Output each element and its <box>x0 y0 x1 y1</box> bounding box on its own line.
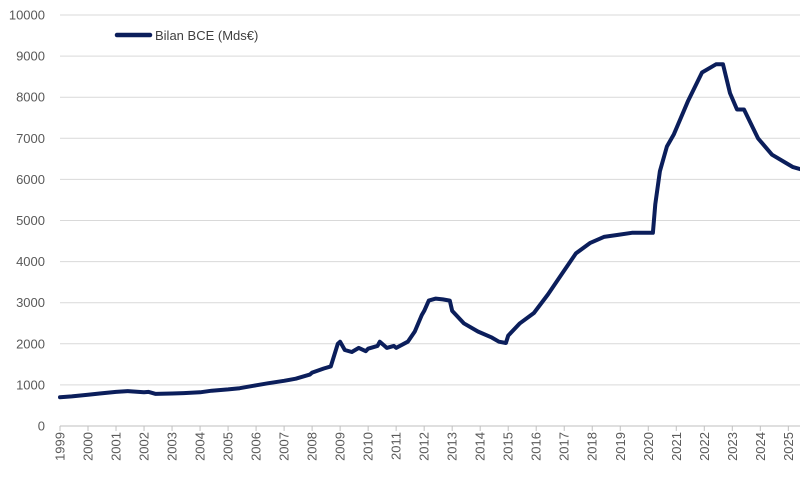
y-tick-label: 5000 <box>16 213 45 228</box>
x-tick-label: 2006 <box>249 432 264 461</box>
x-tick-label: 2001 <box>109 432 124 461</box>
x-tick-label: 2024 <box>753 432 768 461</box>
x-tick-label: 2015 <box>501 432 516 461</box>
y-tick-label: 10000 <box>9 8 45 23</box>
x-tick-label: 2023 <box>725 432 740 461</box>
y-tick-label: 4000 <box>16 254 45 269</box>
x-tick-label: 2002 <box>137 432 152 461</box>
x-tick-label: 2025 <box>781 432 796 461</box>
x-tick-label: 2004 <box>193 432 208 461</box>
y-tick-label: 2000 <box>16 336 45 351</box>
x-tick-label: 2018 <box>585 432 600 461</box>
y-axis-ticks: 0 1000 2000 3000 4000 5000 6000 7000 8000 9000 100… <box>9 8 45 434</box>
x-tick-label: 2022 <box>697 432 712 461</box>
x-tick-label: 2011 <box>389 432 404 460</box>
x-tick-label: 2003 <box>165 432 180 461</box>
series-line <box>58 62 800 400</box>
x-tick-label: 2010 <box>361 432 376 461</box>
x-tick-label: 2008 <box>305 432 320 461</box>
y-tick-label: 9000 <box>16 49 45 64</box>
y-tick-label: 8000 <box>16 90 45 105</box>
x-tick-label: 2014 <box>473 432 488 461</box>
x-axis-ticks: 1999 2000 2001 2002 2003 2004 2005 2006 2007 2008… <box>53 426 796 461</box>
x-tick-label: 2012 <box>417 432 432 461</box>
gridlines <box>60 14 800 427</box>
x-tick-label: 2019 <box>613 432 628 461</box>
y-tick-label: 7000 <box>16 131 45 146</box>
x-tick-label: 2000 <box>81 432 96 461</box>
x-tick-label: 2021 <box>669 432 684 461</box>
y-tick-label: 1000 <box>16 377 45 392</box>
series-group <box>58 62 800 400</box>
x-tick-label: 2007 <box>277 432 292 461</box>
x-tick-label: 2005 <box>221 432 236 461</box>
x-tick-label: 2016 <box>529 432 544 461</box>
legend: Bilan BCE (Mds€) <box>114 28 258 43</box>
y-tick-label: 0 <box>38 419 45 434</box>
y-tick-label: 3000 <box>16 295 45 310</box>
y-tick-label: 6000 <box>16 172 45 187</box>
x-tick-label: 1999 <box>53 432 68 461</box>
x-tick-label: 2020 <box>641 432 656 461</box>
legend-label: Bilan BCE (Mds€) <box>155 28 258 43</box>
x-tick-label: 2013 <box>445 432 460 461</box>
x-tick-label: 2017 <box>557 432 572 461</box>
x-tick-label: 2009 <box>333 432 348 461</box>
